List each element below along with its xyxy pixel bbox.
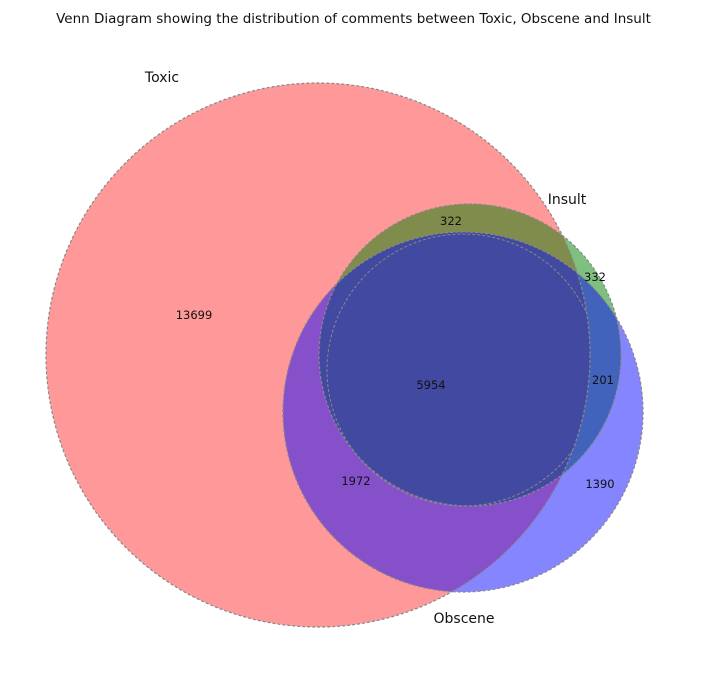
insult-circle xyxy=(319,204,621,506)
region-toxic-obscene: 1972 xyxy=(341,474,370,488)
region-insult-only: 332 xyxy=(584,270,606,284)
set-label-obscene: Obscene xyxy=(434,611,495,627)
set-label-insult: Insult xyxy=(548,192,587,208)
obscene-circle xyxy=(283,232,643,592)
core-outline xyxy=(326,233,590,507)
region-toxic-insult: 322 xyxy=(440,214,462,228)
region-obscene-only: 1390 xyxy=(585,477,614,491)
region-insult-obscene: 201 xyxy=(592,373,614,387)
region-toxic-only: 13699 xyxy=(176,308,213,322)
region-all-three: 5954 xyxy=(416,378,445,392)
set-label-toxic: Toxic xyxy=(144,70,179,86)
obscene-outline xyxy=(282,231,644,593)
diagram-title: Venn Diagram showing the distribution of… xyxy=(56,11,651,27)
toxic-outline xyxy=(45,82,591,628)
